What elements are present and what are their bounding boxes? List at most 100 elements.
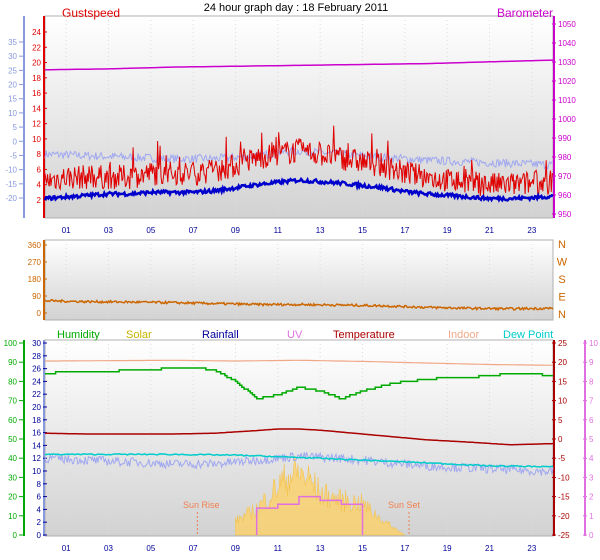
hour-label: 17 [400,226,409,235]
compass-label: W [557,257,568,269]
hour-label: 11 [274,226,283,235]
temperature-axis-tick-label: 5 [558,416,563,425]
uv-axis-tick-label: 3 [589,473,594,482]
compass-label: N [558,239,566,251]
humidity-axis-tick-label: 100 [4,339,18,348]
barometer-axis-tick-label: 960 [558,191,572,200]
rainfall-axis-tick-label: 16 [32,429,41,438]
gust-axis-tick-label: 14 [32,104,41,113]
hour-label: 19 [443,226,452,235]
hour-label-lower: 05 [146,544,155,553]
hour-label: 15 [358,226,367,235]
hour-label: 21 [485,226,494,235]
gust-axis-tick-label: 22 [32,43,41,52]
legend-barometer: Barometer [497,6,553,20]
barometer-axis-tick-label: 1000 [558,115,576,124]
compass-label: N [558,309,566,321]
series-wind-direction [44,298,554,312]
hour-label-lower: 03 [104,544,113,553]
series-wind-chill [44,146,554,171]
barometer-axis-tick-label: 1050 [558,20,576,29]
humidity-axis-tick-label: 70 [8,397,17,406]
rainfall-axis-tick-label: 22 [32,390,41,399]
legend-rainfall: Rainfall [202,329,239,341]
uv-axis-tick-label: 10 [589,339,598,348]
sun-rise-label: Sun Rise [183,500,220,510]
wind-chill-axis-tick-label: 10 [8,109,17,118]
gust-axis-tick-label: 16 [32,89,41,98]
wind-chill-axis-tick-label: -10 [5,166,17,175]
barometer-axis-tick-label: 1030 [558,58,576,67]
rainfall-axis-tick-label: 4 [37,505,42,514]
hour-label: 13 [316,226,325,235]
legend-uv: UV [287,329,303,341]
wind-chill-axis-tick-label: -20 [5,194,17,203]
hour-label-lower: 07 [189,544,198,553]
humidity-axis-tick-label: 40 [8,454,17,463]
hour-label: 01 [62,226,71,235]
hour-label-lower: 01 [62,544,71,553]
uv-axis-tick-label: 2 [589,493,594,502]
uv-axis-tick-label: 0 [589,531,594,540]
series-humidity [45,367,553,400]
series-wind-speed [43,176,554,203]
humidity-axis-tick-label: 30 [8,473,17,482]
legend-temperature: Temperature [333,329,395,341]
temperature-axis-tick-label: -10 [558,473,570,482]
wind-chill-axis-tick-label: 20 [8,81,17,90]
sun-set-label: Sun Set [388,500,421,510]
direction-axis-tick-label: 270 [28,258,42,267]
barometer-axis-tick-label: 950 [558,210,572,219]
hour-label-lower: 13 [316,544,325,553]
temperature-axis-tick-label: 10 [558,397,567,406]
hour-label: 07 [189,226,198,235]
compass-label: E [558,292,565,304]
hour-label: 03 [104,226,113,235]
wind-chill-axis-tick-label: -15 [5,180,17,189]
humidity-axis-tick-label: 60 [8,416,17,425]
direction-axis-tick-label: 90 [32,292,41,301]
rainfall-axis-tick-label: 8 [37,480,42,489]
wind-chill-axis-tick-label: 15 [8,95,17,104]
hour-label-lower: 15 [358,544,367,553]
gust-axis-tick-label: 20 [32,59,41,68]
wind-chill-axis-tick-label: 25 [8,66,17,75]
uv-axis-tick-label: 9 [589,358,594,367]
hour-label-lower: 21 [485,544,494,553]
series-indoor [45,359,554,366]
chart-marks: 35302520151050-5-10-15-20242220181614121… [4,16,598,553]
wind-chill-axis-tick-label: 30 [8,52,17,61]
hour-label-lower: 11 [274,544,283,553]
humidity-axis-tick-label: 0 [13,531,18,540]
rainfall-axis-tick-label: 2 [37,518,42,527]
wind-chill-axis-tick-label: 5 [13,123,18,132]
barometer-axis-tick-label: 970 [558,172,572,181]
temperature-axis-tick-label: -25 [558,531,570,540]
hour-label: 05 [146,226,155,235]
humidity-axis-tick-label: 50 [8,435,17,444]
legend-dew-point: Dew Point [503,329,553,341]
uv-axis-tick-label: 4 [589,454,594,463]
uv-axis-tick-label: 8 [589,377,594,386]
gust-axis-tick-label: 4 [37,181,42,190]
direction-axis-tick-label: 360 [28,241,42,250]
temperature-axis-tick-label: -5 [558,454,566,463]
hour-label-lower: 09 [231,544,240,553]
direction-axis-tick-label: 0 [37,309,42,318]
rainfall-axis-tick-label: 18 [32,416,41,425]
temperature-axis-tick-label: 0 [558,435,563,444]
humidity-axis-tick-label: 10 [8,512,17,521]
barometer-axis-tick-label: 1040 [558,39,576,48]
temperature-axis-tick-label: 15 [558,377,567,386]
wind-chill-axis-tick-label: 35 [8,38,17,47]
temperature-axis-tick-label: 25 [558,339,567,348]
barometer-axis-tick-label: 980 [558,153,572,162]
legend-solar: Solar [126,329,152,341]
graph-title: 24 hour graph day : 18 February 2011 [204,2,388,14]
barometer-axis-tick-label: 990 [558,134,572,143]
series-barometer [44,59,554,71]
uv-axis-tick-label: 1 [589,512,594,521]
rainfall-axis-tick-label: 6 [37,493,42,502]
